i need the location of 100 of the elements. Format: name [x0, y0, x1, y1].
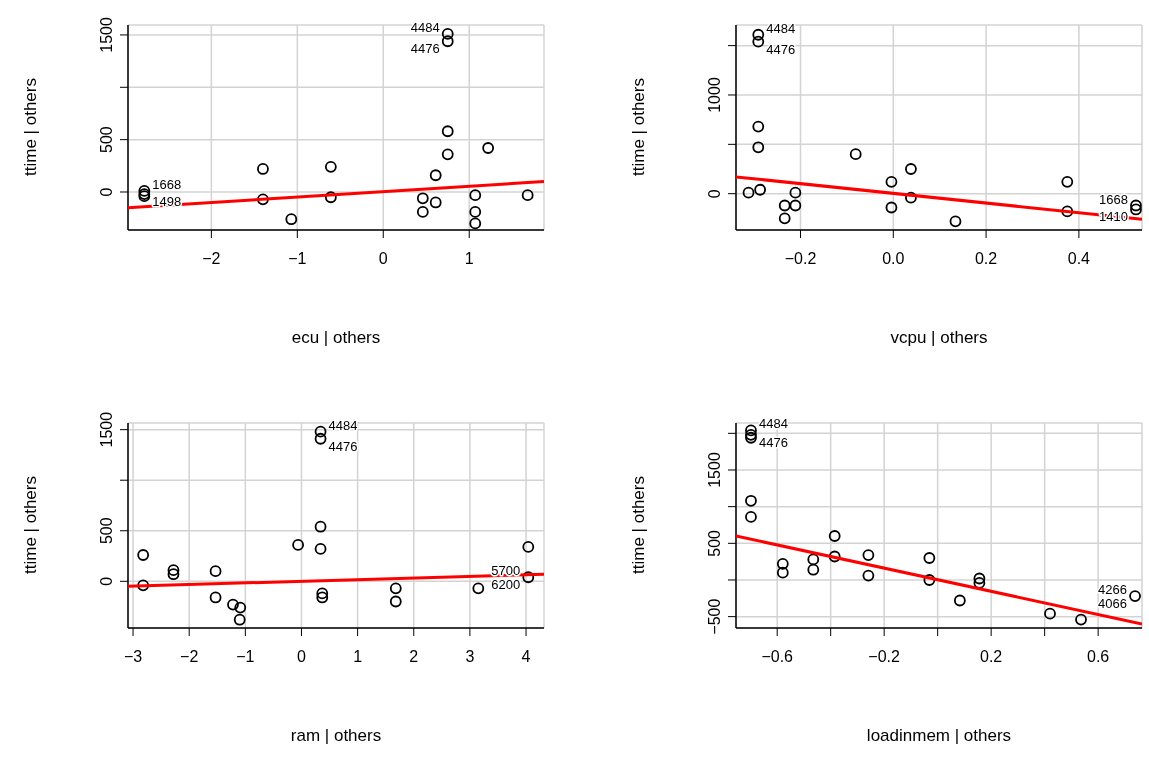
x-tick-label: 1 [464, 250, 474, 267]
point [742, 186, 755, 199]
point [521, 189, 534, 202]
point [745, 424, 757, 437]
x-tick-label: 0.2 [980, 648, 1003, 665]
point [752, 28, 765, 41]
y-axis-title: ttime | others [629, 76, 649, 178]
annotation: 4476 [758, 434, 788, 450]
y-tick-label: 500 [98, 126, 115, 153]
point [314, 432, 327, 445]
point [167, 564, 180, 577]
y-tick-label: 500 [98, 517, 115, 545]
annotation: 4476 [766, 41, 796, 57]
x-axis-title: vcpu | others [889, 328, 989, 348]
point [1044, 607, 1056, 620]
point [285, 213, 298, 226]
y-axis-title: ttime | others [629, 474, 649, 576]
y-tick-label: 0 [98, 576, 115, 586]
point [314, 543, 327, 555]
x-tick-label: −0.2 [868, 648, 901, 665]
x-tick-label: 0 [378, 250, 388, 267]
y-tick-label: 500 [706, 529, 723, 557]
point [233, 613, 246, 626]
point [522, 541, 535, 553]
point [752, 35, 765, 48]
x-axis-title: loadinmem | others [865, 726, 1013, 746]
annotation: 4484 [766, 20, 796, 36]
point [849, 148, 862, 161]
annotation: 4476 [410, 41, 440, 57]
point [1061, 205, 1074, 218]
x-tick-label: 1 [353, 648, 363, 665]
point [441, 35, 454, 48]
point [316, 587, 329, 600]
y-axis-title: ttime | others [21, 474, 41, 576]
point [389, 582, 402, 595]
point [469, 189, 482, 202]
point [522, 571, 535, 584]
annotation: 1668 [152, 176, 182, 192]
y-tick-label: 1500 [98, 17, 115, 53]
point [209, 565, 222, 578]
point [441, 148, 454, 161]
x-tick-label: −0.2 [784, 250, 817, 267]
point [416, 192, 429, 205]
point [209, 591, 222, 604]
point [828, 530, 841, 542]
x-tick-label: −3 [123, 648, 143, 665]
point [745, 511, 757, 523]
point [953, 594, 966, 607]
point [389, 595, 402, 608]
annotation: 4484 [758, 416, 788, 432]
point [973, 572, 986, 585]
point [469, 217, 482, 230]
point [973, 577, 986, 589]
x-tick-label: 0.4 [1067, 250, 1091, 267]
y-tick-label: 0 [98, 187, 115, 197]
point [137, 579, 150, 592]
x-tick-label: 0.2 [974, 250, 998, 267]
annotation: 4266 [1098, 582, 1128, 598]
point [949, 215, 962, 228]
point [923, 552, 936, 564]
point [469, 205, 482, 218]
point [441, 125, 454, 138]
point [752, 141, 765, 154]
x-tick-label: −2 [180, 648, 199, 665]
point [316, 591, 329, 604]
point [482, 142, 495, 154]
point [292, 539, 305, 551]
point [1130, 199, 1142, 212]
point [429, 169, 442, 182]
x-tick-label: 4 [521, 648, 531, 665]
point [778, 199, 791, 212]
y-tick-label: 1000 [706, 77, 723, 113]
point [776, 566, 789, 579]
point [778, 212, 791, 225]
y-tick-label: 1500 [706, 452, 723, 488]
point [923, 574, 936, 586]
x-tick-label: −2 [202, 250, 221, 267]
y-tick-label: 0 [706, 189, 723, 199]
annotation: 1668 [1099, 191, 1128, 207]
point [1130, 203, 1142, 216]
point [752, 120, 765, 133]
point [789, 186, 802, 199]
point [314, 520, 327, 533]
point [441, 28, 454, 40]
point [429, 196, 442, 209]
point [1061, 175, 1074, 188]
annotation: 4066 [1098, 596, 1128, 612]
point [905, 191, 917, 204]
point [324, 160, 337, 173]
y-axis-title: ttime | others [21, 76, 41, 178]
annotation: 4484 [328, 417, 358, 433]
point [807, 553, 820, 566]
point [314, 425, 327, 438]
point [885, 175, 898, 188]
point [905, 163, 917, 175]
x-axis-title: ram | others [289, 726, 383, 746]
point [789, 199, 802, 212]
point [257, 193, 269, 206]
point [234, 601, 247, 614]
point [754, 183, 767, 196]
